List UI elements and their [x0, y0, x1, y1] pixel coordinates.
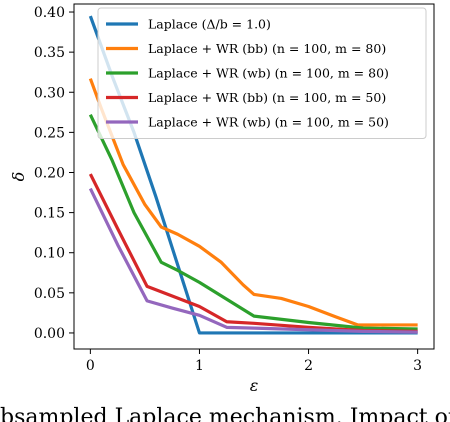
y-tick-label: 0.20 — [34, 165, 65, 181]
plot-frame — [73, 3, 435, 350]
series-line-2 — [88, 78, 418, 327]
x-tick-label: 1 — [195, 358, 204, 374]
x-axis-label: ε — [250, 376, 259, 395]
y-tick-label: 0.15 — [34, 206, 65, 222]
figure-caption: bsampled Laplace mechanism. Impact of — [0, 405, 450, 422]
legend-entry-label: Laplace + WR (bb) (n = 100, m = 80) — [148, 41, 386, 56]
series-line-5 — [88, 187, 418, 334]
y-tick-label: 0.35 — [34, 45, 65, 61]
x-tick-label: 2 — [304, 358, 313, 374]
x-tick-label: 3 — [413, 358, 422, 374]
y-tick-label: 0.10 — [34, 246, 65, 262]
y-tick-label: 0.25 — [34, 125, 65, 141]
legend-entry-label: Laplace + WR (bb) (n = 100, m = 50) — [148, 90, 386, 105]
y-tick-label: 0.40 — [34, 5, 65, 21]
y-tick-label: 0.30 — [34, 85, 65, 101]
legend-entry-label: Laplace + WR (wb) (n = 100, m = 50) — [148, 115, 389, 130]
legend-box — [97, 7, 427, 139]
x-tick-label: 0 — [86, 358, 95, 374]
legend-entry-label: Laplace + WR (wb) (n = 100, m = 80) — [148, 66, 389, 81]
axes-layer: 0 1 2 3 0.00 0.05 0.10 0.15 0.20 0.25 0.30 0.35 0.40… — [9, 5, 422, 395]
legend: Laplace (Δ/b = 1.0) Laplace + WR (bb) (n … — [97, 7, 427, 139]
y-tick-label: 0.00 — [34, 326, 65, 342]
series-line-3 — [88, 114, 418, 331]
y-tick-label: 0.05 — [34, 286, 65, 302]
legend-entry-label: Laplace (Δ/b = 1.0) — [148, 17, 271, 32]
chart: 0 1 2 3 0.00 0.05 0.10 0.15 0.20 0.25 0.30 0.35 0.40… — [9, 3, 435, 395]
y-axis-label: δ — [9, 172, 28, 182]
